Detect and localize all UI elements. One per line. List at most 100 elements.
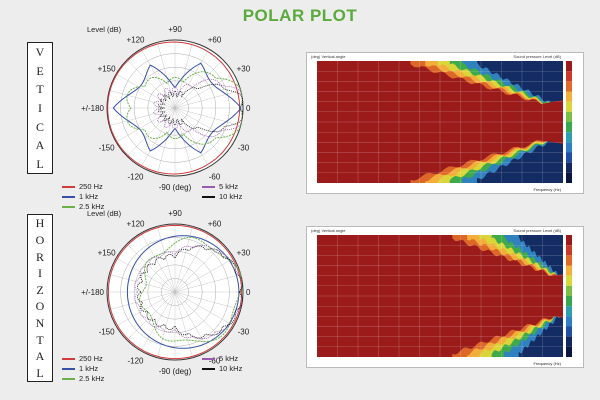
side-letter: O	[35, 232, 45, 247]
heatmap-scale-swatch	[566, 235, 572, 246]
legend-swatch	[62, 186, 75, 189]
side-letter: Z	[36, 282, 44, 297]
polar-grid	[106, 39, 244, 177]
polar-spoke	[174, 107, 193, 174]
legend-item: 5 kHz	[202, 182, 238, 191]
heatmap-scale-swatch	[566, 255, 572, 266]
legend-item: 2.5 kHz	[62, 374, 104, 383]
legend-item: 1 kHz	[62, 192, 98, 201]
legend-label: 5 kHz	[219, 354, 239, 363]
heatmap-scale-swatch	[566, 296, 572, 307]
polar-spoke	[174, 274, 241, 293]
polar-spoke	[109, 274, 176, 293]
legend-label: 10 kHz	[219, 364, 243, 373]
heatmap-scale-swatch	[566, 111, 572, 122]
legend-swatch	[202, 186, 215, 189]
heatmap-scale-swatch	[566, 336, 572, 347]
legend-swatch	[202, 368, 215, 371]
side-letter: L	[36, 156, 44, 171]
series-1khz-curve	[126, 235, 240, 349]
series-250hz-curve	[107, 41, 241, 175]
polar-spoke	[109, 90, 176, 109]
heatmap-scale-swatch	[566, 245, 572, 256]
side-letter: A	[35, 138, 45, 153]
polar-spoke	[174, 42, 193, 109]
polar-spoke	[174, 107, 234, 143]
polar-angle-label: -120	[127, 172, 144, 181]
polar-ring	[120, 237, 230, 347]
legend-label: 1 kHz	[79, 192, 99, 201]
polar-outer-circle	[106, 39, 244, 177]
heatmap-header-left: (deg) Vertical angle	[311, 228, 346, 233]
polar-ring	[161, 278, 189, 306]
heatmap-scale-swatch	[566, 71, 572, 82]
series-1khz-curve	[112, 62, 242, 154]
series-250hz-curve	[107, 224, 243, 360]
polar-angle-label: +60	[208, 220, 222, 229]
side-letter: E	[36, 63, 44, 78]
polar-angle-label: +90	[168, 25, 182, 34]
polar-spoke	[174, 291, 241, 310]
polar-spoke	[174, 291, 234, 327]
legend-label: 10 kHz	[219, 192, 243, 201]
heatmap-scale-swatch	[566, 122, 572, 133]
polar-spoke	[116, 73, 176, 109]
heatmap-band	[476, 132, 563, 183]
side-letter: I	[38, 101, 42, 115]
polar-spoke	[174, 73, 234, 109]
polar-spoke	[174, 226, 193, 293]
series-5khz-curve	[153, 78, 244, 138]
legend-swatch	[62, 378, 75, 381]
legend-swatch	[62, 196, 75, 199]
heatmap-scale-swatch	[566, 346, 572, 357]
legend-item: 2.5 kHz	[62, 202, 104, 211]
polar-ring	[133, 66, 217, 150]
heatmap-scale-swatch	[566, 152, 572, 163]
polar-angle-label: +/-180	[81, 104, 104, 113]
series-10khz-curve	[136, 245, 244, 339]
heatmap-scale-swatch	[566, 132, 572, 143]
polar-angle-label: -150	[99, 144, 116, 153]
heatmap-scale-swatch	[566, 265, 572, 276]
polar-spoke	[174, 59, 224, 109]
legend-swatch	[62, 368, 75, 371]
polar-spoke	[140, 233, 176, 293]
series-2-5khz-curve	[139, 236, 243, 343]
polar-ring	[120, 53, 230, 163]
polar-angle-label: +30	[237, 249, 251, 258]
polar-spoke	[174, 291, 224, 341]
polar-spoke	[116, 107, 176, 143]
heatmap-header-right: Sound pressure Level (dB)	[513, 228, 561, 233]
polar-spoke	[126, 59, 176, 109]
series-10khz-curve	[157, 83, 244, 133]
legend-item: 1 kHz	[62, 364, 98, 373]
polar-angle-label: +30	[237, 65, 251, 74]
legend-label: 250 Hz	[79, 182, 103, 191]
polar-spoke	[116, 291, 176, 327]
heatmap-scale-swatch	[566, 61, 572, 72]
heatmap-scale-swatch	[566, 172, 572, 183]
legend-swatch	[202, 196, 215, 199]
polar-spoke	[109, 107, 176, 126]
heatmap-scale-swatch	[566, 326, 572, 337]
polar-angle-label: +150	[98, 249, 117, 258]
polar-grid	[106, 223, 244, 361]
legend-item: 10 kHz	[202, 192, 242, 201]
legend-swatch	[62, 358, 75, 361]
legend-item: 5 kHz	[202, 354, 238, 363]
polar-ring	[133, 250, 217, 334]
polar-angle-label: 0	[246, 288, 251, 297]
polar-spoke	[126, 107, 176, 157]
polar-spoke	[174, 243, 224, 293]
polar-spoke	[174, 107, 224, 157]
side-letter: N	[35, 315, 45, 330]
polar-level-label: Level (dB)	[87, 25, 122, 34]
polar-spoke	[126, 243, 176, 293]
polar-spoke	[174, 233, 210, 293]
polar-spoke	[174, 49, 210, 109]
polar-spoke	[140, 291, 176, 351]
polar-angle-label: +120	[126, 36, 145, 45]
polar-spoke	[174, 107, 241, 126]
polar-spoke	[116, 257, 176, 293]
legend-label: 250 Hz	[79, 354, 103, 363]
